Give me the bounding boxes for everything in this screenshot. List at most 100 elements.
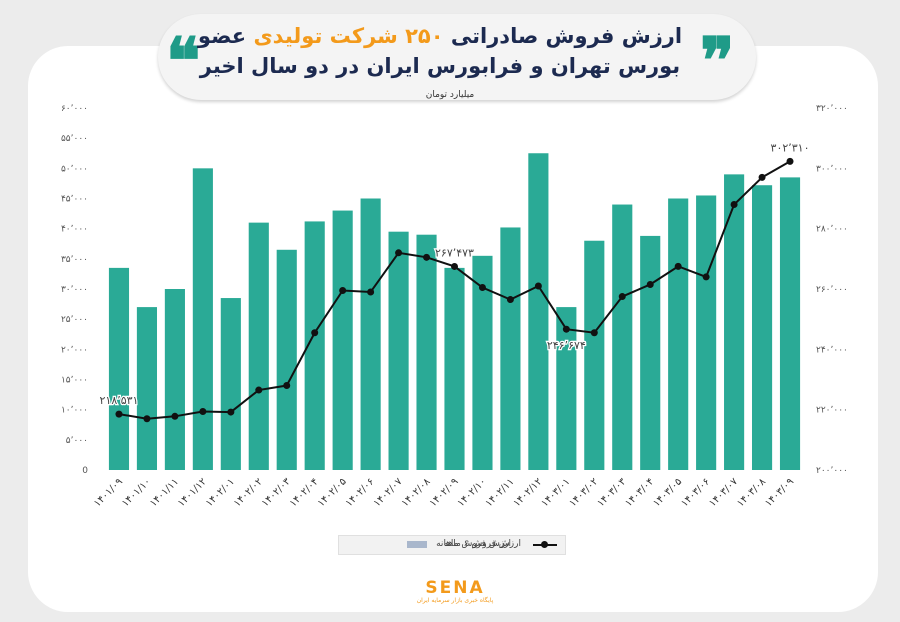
bar <box>640 235 661 470</box>
bar <box>164 289 185 470</box>
left-axis-tick-label: ۱۰٬۰۰۰ <box>61 406 88 416</box>
bar <box>108 267 130 470</box>
x-axis-tick-label: ۱۴۰۲/۱۱ <box>484 476 517 509</box>
bar <box>612 204 633 471</box>
bar <box>444 267 465 470</box>
line-point <box>227 408 235 416</box>
bar <box>220 298 241 470</box>
data-label: ۳۰۲٬۳۱۰ <box>771 141 810 154</box>
chart-title-line-1: ارزش فروش صادراتی ۲۵۰ شرکت تولیدی عضو <box>180 24 700 48</box>
x-axis-tick-label: ۱۴۰۲/۰۱ <box>204 476 237 509</box>
bar <box>276 249 297 470</box>
bar <box>304 221 325 470</box>
x-axis-tick-label: ۱۴۰۳/۰۵ <box>651 476 684 509</box>
title-highlight: ۲۵۰ شرکت تولیدی <box>253 24 444 48</box>
bar <box>556 307 577 470</box>
right-axis-tick-label: ۲۴۰٬۰۰۰ <box>816 345 848 355</box>
quote-close-icon: ❞ <box>700 24 735 99</box>
legend-bar-swatch <box>407 541 427 548</box>
bar <box>724 174 745 470</box>
unit-label: میلیارد تومان <box>425 90 475 100</box>
legend-line-marker <box>541 541 548 548</box>
line-point <box>590 329 598 337</box>
line-point <box>143 415 151 423</box>
data-label: ۲۶۷٬۴۷۳ <box>435 246 474 259</box>
x-axis-tick-label: ۱۴۰۱/۱۰ <box>120 476 153 509</box>
title-part-after: عضو <box>197 24 254 48</box>
x-axis-tick-label: ۱۴۰۲/۰۶ <box>344 476 377 509</box>
line-point <box>339 287 347 295</box>
x-axis-tick-label: ۱۴۰۳/۰۱ <box>540 476 573 509</box>
right-axis-tick-label: ۲۶۰٬۰۰۰ <box>816 285 848 295</box>
line-point <box>478 283 486 291</box>
title-banner <box>158 14 756 100</box>
right-axis-tick-label: ۲۲۰٬۰۰۰ <box>816 406 848 416</box>
x-axis-tick-label: ۱۴۰۲/۰۸ <box>400 476 433 509</box>
x-axis-tick-label: ۱۴۰۳/۰۶ <box>679 476 712 509</box>
logo-subtitle: پایگاه خبری بازار سرمایه ایران <box>416 597 494 604</box>
bar <box>136 307 158 470</box>
bar <box>751 185 773 470</box>
x-axis-tick-label: ۱۴۰۱/۰۹ <box>92 476 125 509</box>
x-axis-tick-label: ۱۴۰۲/۰۷ <box>372 476 405 509</box>
line-point <box>702 273 710 281</box>
bar <box>528 153 549 470</box>
left-axis-tick-label: 0 <box>82 466 88 476</box>
right-axis-tick-label: ۲۰۰٬۰۰۰ <box>816 466 848 476</box>
x-axis-tick-label: ۱۴۰۳/۰۴ <box>623 476 656 509</box>
chart-title-line-2: بورس تهران و فرابورس ایران در دو سال اخی… <box>199 54 681 78</box>
left-axis-tick-label: ۱۵٬۰۰۰ <box>61 376 88 386</box>
line-point <box>618 293 626 301</box>
left-axis-tick-label: ۳۰٬۰۰۰ <box>61 285 88 295</box>
line-point <box>199 407 207 415</box>
line-point <box>423 253 431 261</box>
right-axis-tick-label: ۳۰۰٬۰۰۰ <box>816 164 848 174</box>
x-axis-tick-label: ۱۴۰۳/۰۸ <box>735 476 768 509</box>
data-label: ۲۱۸٬۵۳۱ <box>100 394 139 407</box>
line-point <box>451 262 458 270</box>
legend-bar-label: ارزش فروش ماهانه <box>436 539 511 549</box>
line-point <box>646 280 654 288</box>
legend-line-label: ارزش فروش ۶ ماهه <box>443 539 521 549</box>
line-point <box>674 262 682 270</box>
bar <box>779 177 801 470</box>
left-axis-tick-label: ۲۰٬۰۰۰ <box>61 345 88 355</box>
x-axis-tick-label: ۱۴۰۱/۱۱ <box>148 476 181 509</box>
x-axis-tick-label: ۱۴۰۲/۰۹ <box>428 476 461 509</box>
chart-legend: ارزش فروش ۶ ماهه ارزش فروش ماهانه <box>338 535 566 555</box>
left-axis-tick-label: ۴۵٬۰۰۰ <box>61 195 88 205</box>
x-axis-tick-label: ۱۴۰۲/۰۴ <box>288 476 321 509</box>
line-point <box>395 249 403 257</box>
x-axis-tick-label: ۱۴۰۳/۰۲ <box>567 476 600 509</box>
left-axis-tick-label: ۶۰٬۰۰۰ <box>61 104 88 114</box>
line-point <box>115 410 123 418</box>
logo-word: SENA <box>425 578 485 598</box>
line-point <box>758 173 766 181</box>
x-axis-tick-label: ۱۴۰۲/۰۵ <box>316 476 349 509</box>
right-axis-tick-label: ۲۸۰٬۰۰۰ <box>816 225 848 235</box>
bar <box>416 234 437 470</box>
title-part-before: ارزش فروش صادراتی <box>443 24 683 48</box>
line-point <box>367 288 375 296</box>
line-point <box>562 325 570 333</box>
left-axis-tick-label: ۵۵٬۰۰۰ <box>61 134 88 144</box>
bar <box>472 255 493 470</box>
bar <box>332 210 353 471</box>
bar <box>500 227 521 470</box>
line-point <box>171 412 179 420</box>
x-axis-tick-label: ۱۴۰۲/۰۳ <box>260 476 293 509</box>
x-axis-tick-label: ۱۴۰۳/۰۹ <box>763 476 796 509</box>
left-axis-tick-label: ۵٬۰۰۰ <box>66 436 88 446</box>
x-axis-tick-label: ۱۴۰۲/۱۲ <box>512 476 545 509</box>
line-point <box>311 329 319 337</box>
line-point <box>786 157 794 165</box>
left-axis-tick-label: ۵۰٬۰۰۰ <box>61 164 88 174</box>
x-axis-tick-label: ۱۴۰۲/۱۰ <box>456 476 489 509</box>
bar <box>584 240 605 470</box>
left-axis-tick-label: ۳۵٬۰۰۰ <box>61 255 88 265</box>
line-point <box>506 296 514 304</box>
right-axis-tick-label: ۳۲۰٬۰۰۰ <box>816 104 848 114</box>
bar <box>668 198 689 470</box>
line-point <box>730 201 738 209</box>
